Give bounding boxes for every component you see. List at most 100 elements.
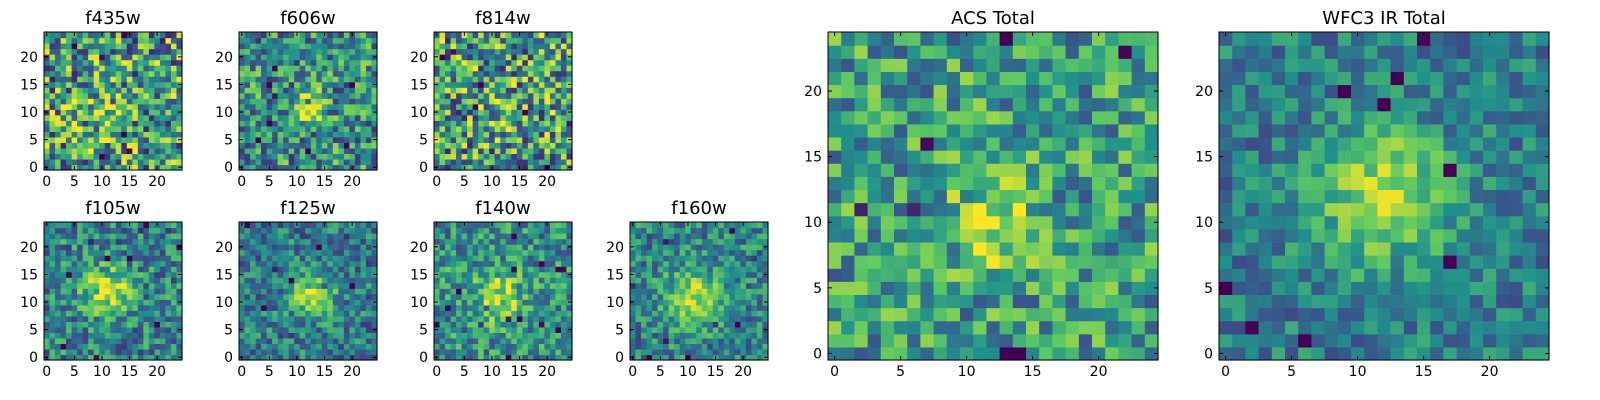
heat-cell [283,59,290,66]
heat-cell [110,98,117,105]
heat-cell [707,293,714,300]
heat-cell [49,147,56,155]
heat-cell [729,343,736,350]
heat-cell [349,76,356,83]
heat-cell [321,343,328,350]
heat-cell [159,164,167,171]
heat-cell [327,255,334,262]
heat-cell [701,266,708,273]
heat-cell [663,233,670,240]
heat-cell [555,103,562,110]
heat-cell [533,136,540,143]
heat-cell [371,92,378,99]
heat-cell [266,43,273,50]
heat-cell [696,227,703,234]
heat-cell [679,255,686,262]
heat-cell [500,227,507,234]
y-tick-label: 5 [224,323,233,339]
heat-cell [354,222,362,229]
heat-cell [494,92,501,99]
heat-cell [93,147,100,155]
heat-cell [60,147,67,155]
heat-cell [472,277,479,284]
heat-cell [159,70,167,77]
heat-cell [854,241,869,256]
heat-cell [310,299,317,306]
heat-cell [305,98,312,105]
heat-cell [343,147,350,155]
heat-cell [170,244,178,251]
heat-cell [701,282,708,289]
heat-cell [511,282,518,289]
heat-cell [1065,333,1080,348]
heat-cell [310,131,317,138]
heat-cell [500,293,507,300]
heat-cell [690,354,697,361]
heat-cell [277,277,284,284]
heat-cell [60,266,67,273]
heat-cell [511,59,518,66]
heat-cell [657,282,664,289]
heat-cell [555,282,562,289]
heat-cell [316,293,323,300]
heat-cell [99,76,106,83]
x-tick-label: 10 [483,174,501,190]
heat-cell [283,142,290,149]
heat-cell [456,37,463,44]
heat-cell [538,282,545,289]
heat-cell [668,310,675,317]
heat-cell [505,114,512,121]
heat-cell [277,271,284,278]
heat-cell [1144,333,1159,348]
heat-cell [456,48,463,55]
heat-cell [439,114,446,121]
heat-cell [560,222,568,229]
heat-cell [690,255,697,262]
heat-cell [115,98,122,105]
heat-cell [283,249,290,256]
heat-cell [696,244,703,251]
heat-cell [1052,189,1067,204]
heat-cell [115,304,122,311]
heat-cell [494,271,501,278]
heat-cell [288,321,295,328]
heat-cell [960,294,974,309]
heat-cell [560,70,568,77]
heat-cell [310,310,317,317]
heat-cell [327,233,334,240]
heat-cell [1144,255,1159,269]
heat-cell [999,150,1014,164]
heat-cell [867,228,882,243]
heat-cell [288,238,295,245]
heat-cell [690,310,697,317]
heat-cell [148,282,155,289]
heat-cell [439,244,446,251]
heat-cell [60,109,67,116]
heat-cell [121,326,128,333]
heat-cell [489,98,496,105]
heat-cell [894,202,908,217]
heat-cell [294,98,301,105]
heat-cell [154,92,161,99]
heat-cell [148,260,155,267]
heat-cell [327,326,334,333]
heat-cell [450,310,457,317]
heat-cell [288,125,295,132]
heat-cell [467,131,474,138]
heat-cell [44,266,51,273]
heat-cell [511,158,518,166]
heat-cell [560,76,568,83]
heat-cell [854,202,869,217]
heat-cell [49,76,56,83]
heat-cell [250,282,257,289]
heat-cell [250,260,257,267]
heat-cell [255,48,262,55]
heat-cell [867,346,882,361]
heat-cell [701,238,708,245]
heat-cell [132,76,139,83]
heat-cell [321,337,328,345]
heat-cell [349,315,356,322]
heat-cell [907,189,921,204]
heat-cell [1026,176,1040,191]
heat-cell [679,337,686,345]
